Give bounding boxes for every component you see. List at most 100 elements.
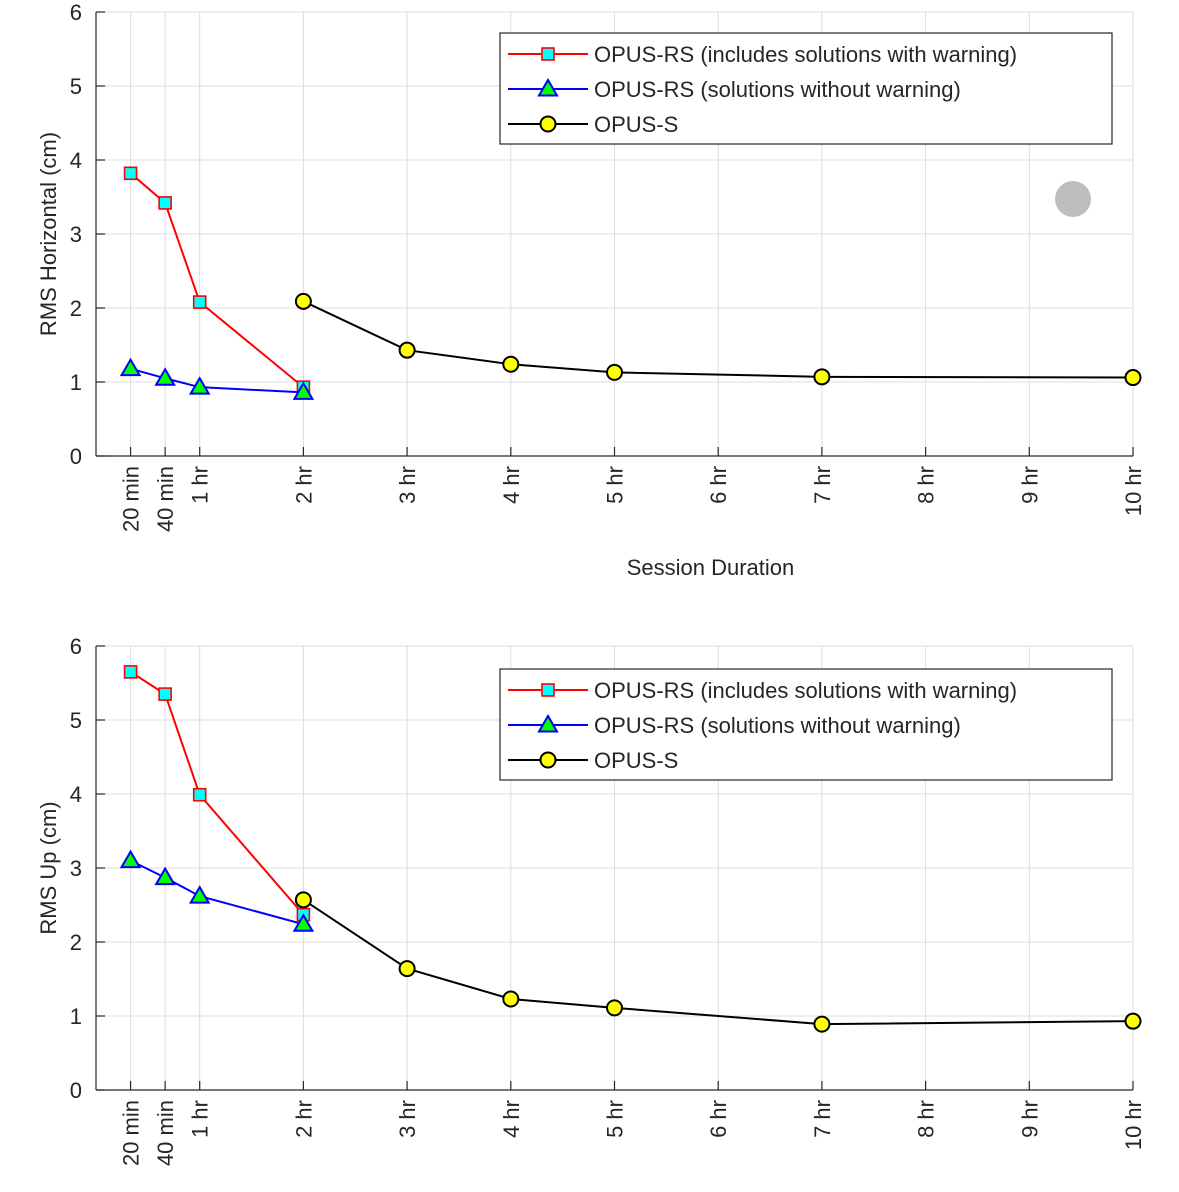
x-tick-label: 7 hr bbox=[810, 466, 835, 504]
y-tick-label: 3 bbox=[70, 222, 82, 247]
y-tick-label: 5 bbox=[70, 708, 82, 733]
legend: OPUS-RS (includes solutions with warning… bbox=[499, 32, 1113, 145]
x-tick-label: 9 hr bbox=[1017, 1100, 1042, 1138]
y-tick-label: 3 bbox=[70, 856, 82, 881]
x-axis-label: Session Duration bbox=[627, 1189, 795, 1192]
x-tick-label: 6 hr bbox=[706, 1100, 731, 1138]
x-tick-label: 4 hr bbox=[499, 1100, 524, 1138]
y-tick-label: 0 bbox=[70, 1078, 82, 1103]
data-point bbox=[813, 1015, 831, 1033]
data-point bbox=[606, 999, 623, 1017]
legend-label: OPUS-S bbox=[594, 748, 678, 773]
x-tick-label: 20 min bbox=[119, 466, 144, 532]
legend: OPUS-RS (includes solutions with warning… bbox=[499, 668, 1113, 781]
x-tick-label: 7 hr bbox=[810, 1100, 835, 1138]
legend-marker bbox=[537, 714, 559, 733]
data-point bbox=[502, 355, 520, 373]
y-tick-label: 1 bbox=[70, 370, 82, 395]
series-0 bbox=[123, 665, 311, 922]
legend-label: OPUS-RS (includes solutions with warning… bbox=[594, 42, 1017, 67]
data-point bbox=[813, 368, 831, 386]
data-point bbox=[154, 367, 176, 386]
series-line bbox=[130, 859, 304, 926]
y-tick-label: 2 bbox=[70, 930, 82, 955]
x-tick-label: 4 hr bbox=[499, 466, 524, 504]
legend-marker bbox=[541, 683, 555, 697]
cursor-indicator bbox=[1055, 181, 1091, 217]
y-tick-label: 4 bbox=[70, 782, 82, 807]
x-tick-label: 5 hr bbox=[603, 1100, 628, 1138]
x-tick-label: 10 hr bbox=[1121, 1100, 1146, 1150]
legend-marker bbox=[539, 751, 557, 769]
y-tick-label: 5 bbox=[70, 74, 82, 99]
data-point bbox=[123, 665, 138, 679]
data-point bbox=[192, 787, 207, 802]
series-2 bbox=[294, 292, 1142, 387]
x-tick-label: 20 min bbox=[119, 1100, 144, 1166]
legend-label: OPUS-RS (solutions without warning) bbox=[594, 77, 961, 102]
series-line bbox=[302, 898, 1134, 1026]
x-tick-label: 6 hr bbox=[706, 466, 731, 504]
x-tick-label: 1 hr bbox=[188, 1100, 213, 1138]
legend-marker bbox=[537, 78, 559, 97]
x-tick-label: 10 hr bbox=[1121, 466, 1146, 516]
x-axis-label: Session Duration bbox=[627, 555, 795, 580]
legend-label: OPUS-S bbox=[594, 112, 678, 137]
series-2 bbox=[294, 891, 1142, 1033]
x-tick-label: 40 min bbox=[153, 466, 178, 532]
y-tick-label: 1 bbox=[70, 1004, 82, 1029]
data-point bbox=[188, 376, 211, 395]
y-axis-label: RMS Up (cm) bbox=[36, 801, 61, 934]
x-tick-label: 40 min bbox=[153, 1100, 178, 1166]
chart-rms-horizontal: 0 1 2 3 4 5 6 20 min 40 min 1 hr 2 hr 3 hr 4 hr 5 hr 6… bbox=[36, 0, 1146, 580]
data-point bbox=[188, 885, 211, 904]
series-line bbox=[130, 367, 304, 394]
data-point bbox=[158, 687, 172, 701]
series-1 bbox=[119, 357, 315, 400]
data-point bbox=[502, 990, 520, 1008]
data-point bbox=[398, 341, 416, 359]
data-point bbox=[292, 381, 315, 400]
y-tick-label: 0 bbox=[70, 444, 82, 469]
legend-label: OPUS-RS (solutions without warning) bbox=[594, 713, 961, 738]
legend-marker bbox=[539, 115, 557, 133]
legend-marker bbox=[541, 47, 555, 61]
x-tick-label: 9 hr bbox=[1017, 466, 1042, 504]
x-tick-label: 5 hr bbox=[603, 466, 628, 504]
data-point bbox=[119, 357, 142, 377]
data-point bbox=[119, 849, 142, 869]
series-line bbox=[302, 300, 1134, 379]
x-tick-label: 2 hr bbox=[291, 466, 316, 504]
y-tick-label: 4 bbox=[70, 148, 82, 173]
series-line bbox=[130, 671, 305, 916]
data-point bbox=[398, 960, 416, 978]
x-tick-label: 8 hr bbox=[914, 1100, 939, 1138]
data-point bbox=[192, 295, 207, 309]
data-point bbox=[154, 866, 176, 886]
data-point bbox=[294, 292, 312, 310]
legend-box bbox=[499, 668, 1113, 781]
legend-box bbox=[499, 32, 1113, 145]
chart-rms-up: 0 1 2 3 4 5 6 20 min 40 min 1 hr 2 hr 3 hr 4 hr 5 hr 6… bbox=[36, 634, 1146, 1192]
data-point bbox=[123, 166, 138, 181]
series-line bbox=[129, 172, 305, 388]
y-axis-label: RMS Horizontal (cm) bbox=[36, 132, 61, 336]
x-tick-label: 8 hr bbox=[914, 466, 939, 504]
data-point bbox=[1124, 1012, 1142, 1030]
x-tick-label: 1 hr bbox=[188, 466, 213, 504]
data-point bbox=[606, 363, 623, 381]
y-tick-label: 2 bbox=[70, 296, 82, 321]
series-0 bbox=[123, 166, 311, 394]
series-1 bbox=[119, 849, 315, 932]
legend-label: OPUS-RS (includes solutions with warning… bbox=[594, 678, 1017, 703]
x-tick-label: 2 hr bbox=[291, 1100, 316, 1138]
x-tick-label: 3 hr bbox=[395, 466, 420, 504]
y-tick-label: 6 bbox=[70, 634, 82, 659]
data-point bbox=[294, 891, 312, 909]
x-tick-label: 3 hr bbox=[395, 1100, 420, 1138]
data-point bbox=[292, 913, 315, 932]
data-point bbox=[158, 196, 172, 210]
data-point bbox=[1124, 369, 1142, 387]
y-tick-label: 6 bbox=[70, 0, 82, 25]
